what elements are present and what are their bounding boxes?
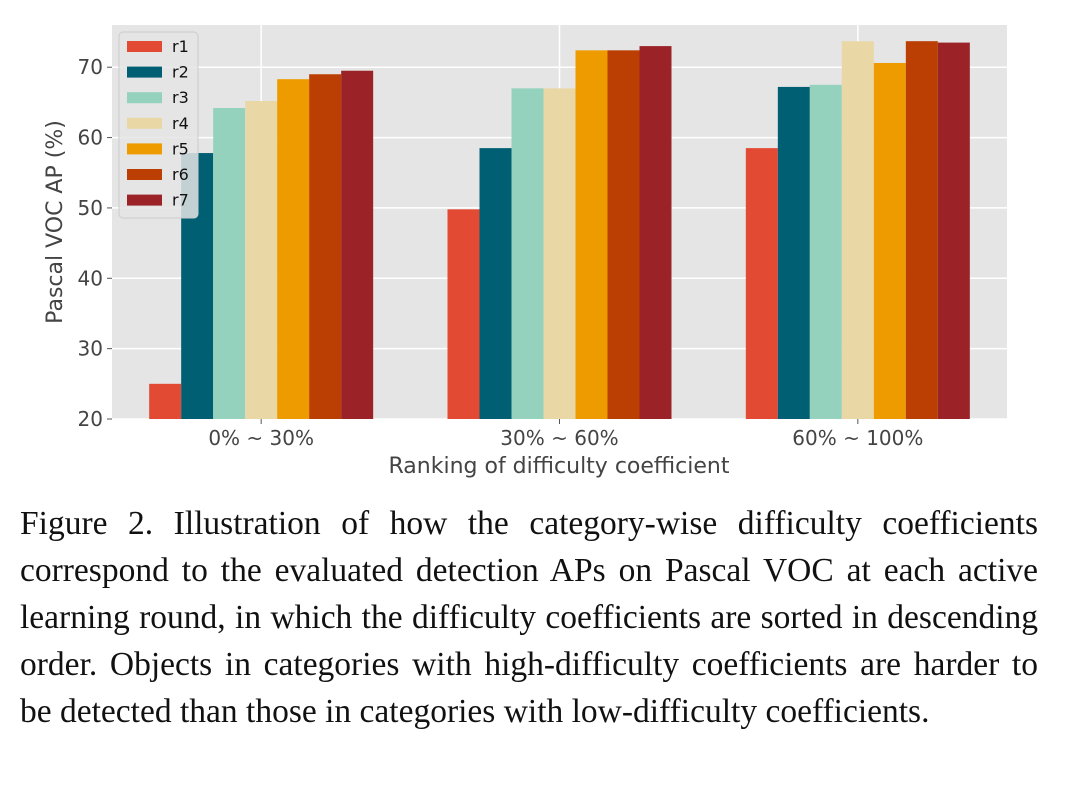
y-axis-label: Pascal VOC AP (%) [43, 120, 68, 324]
bar-chart: 20 30 40 50 60 70 0% ~ 30% 30% ~ 60% 60% ~ 100%… [43, 25, 1007, 479]
bar-r6 [607, 50, 640, 419]
bar-r6 [309, 74, 342, 419]
y-tick-label: 60 [78, 126, 103, 150]
y-tick-label: 30 [78, 337, 103, 361]
legend-swatch [127, 143, 162, 155]
bar-r6 [905, 41, 938, 420]
legend-swatch [127, 92, 162, 104]
legend-label: r4 [172, 114, 189, 133]
bar-r3 [511, 88, 544, 420]
bar-r3 [213, 108, 246, 420]
bar-r1 [447, 209, 480, 419]
bars [149, 41, 970, 420]
bar-r3 [809, 84, 842, 419]
x-tick-label: 30% ~ 60% [500, 426, 618, 450]
bar-r2 [777, 86, 810, 420]
bar-r2 [479, 148, 512, 419]
legend: r1 r2 r3 r4 r5 r6 r7 [118, 31, 199, 219]
y-tick-label: 50 [78, 196, 103, 220]
x-tick-label: 0% ~ 30% [208, 426, 314, 450]
bar-r5 [873, 62, 906, 419]
x-tick-label: 60% ~ 100% [792, 426, 923, 450]
legend-swatch [127, 194, 162, 206]
legend-label: r5 [172, 139, 189, 158]
y-tick-label: 70 [78, 55, 103, 79]
legend-label: r6 [172, 165, 189, 184]
bar-r4 [543, 88, 576, 420]
legend-label: r7 [172, 191, 189, 210]
legend-swatch [127, 169, 162, 180]
bar-r4 [245, 100, 278, 419]
y-tick-label: 20 [78, 407, 103, 431]
figure-caption: Figure 2. Illustration of how the catego… [20, 505, 1038, 730]
legend-swatch [127, 117, 162, 129]
legend-swatch [127, 66, 162, 78]
y-tick-label: 40 [78, 266, 103, 290]
legend-swatch [127, 41, 162, 52]
bar-r1 [745, 148, 778, 419]
bar-r5 [277, 79, 310, 420]
legend-label: r1 [172, 37, 189, 56]
bar-r4 [841, 41, 874, 420]
bar-r7 [341, 70, 374, 419]
legend-label: r2 [172, 63, 189, 82]
bar-r7 [639, 46, 672, 419]
bar-r1 [149, 383, 182, 419]
x-axis-label: Ranking of difficulty coefficient [389, 454, 730, 479]
y-axis: 20 30 40 50 60 70 [78, 55, 112, 431]
bar-r5 [575, 50, 608, 419]
bar-r7 [937, 42, 970, 419]
legend-label: r3 [172, 88, 189, 107]
x-axis: 0% ~ 30% 30% ~ 60% 60% ~ 100% [208, 419, 923, 450]
